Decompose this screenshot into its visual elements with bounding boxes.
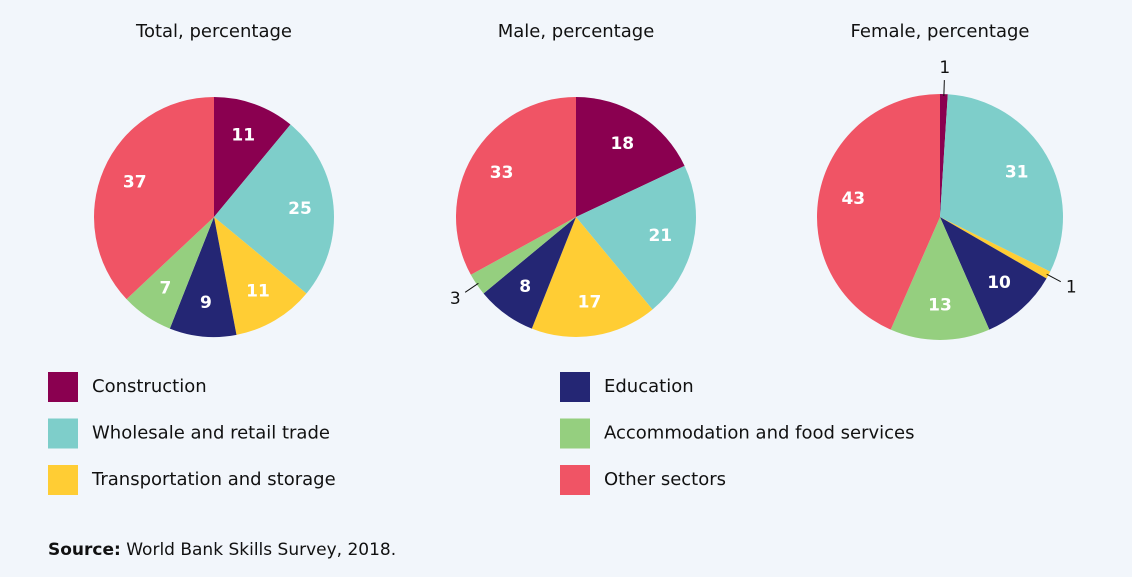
pie-slice [817, 94, 940, 330]
pie-slice [470, 217, 576, 294]
data-label: 37 [123, 173, 147, 193]
chart-title: Female, percentage [851, 21, 1030, 42]
source-label: Source: [48, 540, 121, 560]
pie-slice [940, 94, 948, 217]
data-label: 7 [160, 278, 172, 298]
legend-label: Construction [92, 376, 207, 397]
pie-slice [169, 217, 237, 338]
data-label: 1 [1066, 277, 1077, 297]
legend-swatch [560, 372, 590, 402]
leader-line [1046, 273, 1061, 283]
leader-line [464, 282, 479, 293]
pie-slice [576, 165, 696, 310]
data-label: 3 [450, 289, 461, 309]
pie-slice [890, 217, 990, 340]
chart-title: Total, percentage [135, 21, 292, 42]
data-label: 17 [578, 292, 602, 312]
data-label: 11 [231, 126, 255, 146]
data-label: 25 [288, 199, 312, 219]
pie-slice [940, 94, 1063, 272]
legend-label: Transportation and storage [91, 469, 336, 490]
legend-label: Education [604, 376, 694, 397]
data-label: 13 [928, 296, 952, 316]
legend-label: Wholesale and retail trade [92, 423, 330, 444]
data-label: 8 [519, 277, 531, 297]
legend-swatch [48, 465, 78, 495]
legend-swatch [560, 465, 590, 495]
leader-line [943, 80, 945, 97]
pie-slice [576, 97, 685, 217]
data-label: 18 [610, 134, 634, 154]
legend-swatch [48, 372, 78, 402]
data-label: 43 [841, 189, 865, 209]
chart-title: Male, percentage [498, 21, 655, 42]
data-label: 11 [246, 281, 270, 301]
pie-slice [214, 124, 334, 294]
data-label: 1 [939, 58, 950, 78]
pie-slice [214, 97, 291, 217]
pie-slice [483, 217, 576, 329]
pie-slice [93, 97, 214, 300]
data-label: 10 [987, 273, 1011, 293]
pie-slice [455, 97, 576, 275]
source-text: World Bank Skills Survey, 2018. [126, 540, 396, 560]
pie-slice [940, 217, 1047, 330]
legend-label: Accommodation and food services [604, 423, 915, 444]
legend-swatch [48, 418, 78, 449]
legend-swatch [560, 418, 590, 449]
pie-slice [940, 217, 1051, 279]
data-label: 31 [1005, 163, 1029, 183]
data-label: 9 [200, 293, 212, 313]
pie-slice [214, 217, 307, 335]
pie-slice [531, 217, 653, 338]
pie-slice [126, 217, 214, 329]
legend-label: Other sectors [604, 469, 726, 490]
data-label: 21 [648, 226, 672, 246]
source: Source: World Bank Skills Survey, 2018. [48, 540, 396, 560]
data-label: 33 [490, 163, 514, 183]
